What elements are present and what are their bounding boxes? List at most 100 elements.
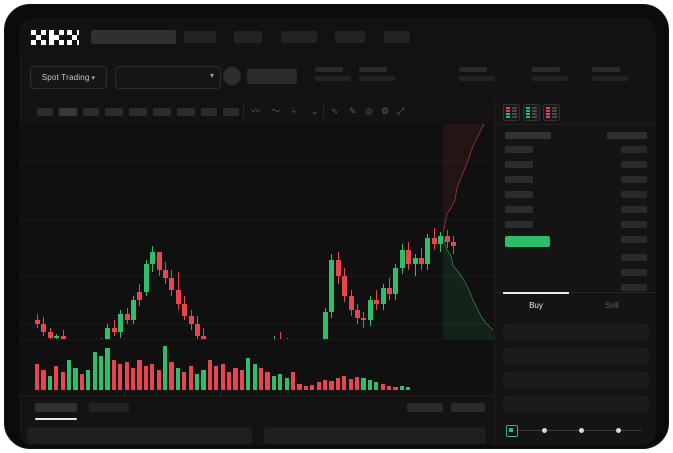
nav-item-2[interactable]	[234, 31, 263, 43]
slider-track	[510, 429, 642, 431]
candle-body	[342, 276, 348, 296]
bottom-card-right[interactable]	[264, 427, 486, 444]
candle-body	[60, 336, 66, 339]
volume-bar	[156, 370, 161, 390]
volume-bar	[329, 381, 334, 390]
ruler-icon[interactable]: ✎	[349, 106, 357, 116]
timeframe-chip-4[interactable]	[105, 108, 123, 116]
candle-body	[444, 236, 450, 242]
nav-item-1[interactable]	[184, 31, 216, 43]
candle-body	[387, 288, 392, 294]
fullscreen-icon[interactable]: ⤢	[397, 106, 405, 116]
timeframe-chip-3[interactable]	[83, 108, 99, 116]
timeframe-chip-9[interactable]	[223, 108, 239, 116]
compare-icon[interactable]: ⑃	[291, 106, 297, 116]
candle-body	[35, 320, 40, 324]
volume-bar	[316, 382, 321, 390]
candle-body	[335, 260, 341, 276]
price-field[interactable]	[503, 324, 649, 341]
orderbook-mode-bids[interactable]	[523, 104, 540, 121]
volume-bar	[387, 386, 392, 390]
candle-body	[323, 312, 328, 339]
total-field[interactable]	[503, 372, 649, 389]
timeframe-chip-8[interactable]	[201, 108, 217, 116]
volume-bar	[124, 362, 129, 390]
settings-gear-icon[interactable]: ⚙	[381, 106, 390, 116]
candle-body	[393, 268, 399, 294]
orderbook-row-amount	[621, 254, 647, 261]
available-field[interactable]	[503, 396, 649, 413]
bottom-card-left[interactable]	[27, 427, 252, 444]
volume-bar	[99, 356, 104, 390]
okx-logo-icon[interactable]	[31, 30, 79, 45]
candle-wick	[273, 336, 275, 339]
tab-order-history[interactable]	[89, 403, 129, 412]
candle-body	[419, 258, 424, 264]
candle-body	[374, 300, 380, 304]
market-type-dropdown[interactable]: Spot Trading ▾	[30, 66, 107, 89]
pair-select-dropdown[interactable]: ▾	[115, 66, 221, 89]
timeframe-chip-1[interactable]	[37, 108, 53, 116]
settings-chevron-icon[interactable]: ⌄	[311, 106, 319, 116]
volume-bar	[271, 376, 276, 390]
ticker-stat	[532, 67, 568, 81]
volume-bar	[367, 380, 372, 390]
trade-side-tabs: Buy Sell	[495, 292, 656, 319]
tab-buy[interactable]: Buy	[529, 301, 543, 310]
ticker-stat	[359, 67, 395, 81]
slider-stop-50[interactable]	[579, 427, 584, 433]
volume-bar	[252, 364, 257, 390]
candle-body	[163, 270, 168, 278]
nav-item-3[interactable]	[280, 31, 317, 43]
indicators-icon[interactable]: 〰	[251, 106, 261, 116]
candle-body	[137, 292, 143, 300]
orderbook-mode-both[interactable]	[503, 104, 520, 121]
volume-bar	[67, 360, 72, 390]
bottom-action-1[interactable]	[407, 403, 443, 412]
volume-bar	[374, 382, 379, 390]
timeframe-chip-7[interactable]	[177, 108, 195, 116]
orders-tab-bar	[19, 395, 494, 426]
amount-percent-slider[interactable]	[506, 423, 646, 437]
volume-bar	[335, 378, 340, 390]
tab-open-orders[interactable]	[35, 403, 77, 412]
nav-item-4[interactable]	[335, 31, 366, 43]
volume-bar	[278, 374, 283, 390]
bottom-action-2[interactable]	[451, 403, 485, 412]
volume-bar	[73, 368, 78, 390]
orderbook-row-amount	[621, 161, 647, 168]
market-type-label: Spot Trading	[41, 73, 90, 82]
candle-body	[111, 328, 117, 332]
amount-field[interactable]	[503, 348, 649, 365]
orderbook-header-left	[505, 132, 551, 139]
orderbook-row-amount	[621, 284, 647, 291]
timeframe-chip-5[interactable]	[129, 108, 147, 116]
slider-stop-75[interactable]	[616, 427, 621, 433]
candlestick-chart[interactable]	[19, 124, 494, 339]
tab-sell[interactable]: Sell	[605, 301, 619, 310]
orderbook-row-amount	[621, 221, 647, 228]
candle-wick	[363, 312, 365, 328]
active-tab-underline	[503, 292, 569, 294]
candle-wick	[101, 338, 102, 339]
timeframe-chip-2[interactable]	[59, 108, 77, 116]
candle-wick	[62, 330, 64, 339]
volume-bar	[220, 364, 225, 390]
volume-bar	[207, 360, 212, 390]
timeframe-chip-6[interactable]	[153, 108, 171, 116]
nav-item-5[interactable]	[383, 31, 410, 43]
search-input[interactable]	[91, 30, 176, 44]
candle-body	[105, 328, 111, 339]
volume-bar	[175, 368, 180, 390]
orderbook-row-amount	[621, 176, 647, 183]
orderbook-mode-asks[interactable]	[543, 104, 560, 121]
camera-icon[interactable]: ◎	[365, 106, 373, 116]
line-tool-icon[interactable]: ∿	[331, 106, 339, 116]
volume-bar	[393, 387, 398, 390]
volume-bar	[169, 362, 174, 390]
slider-stop-25[interactable]	[542, 427, 547, 433]
volume-bar	[60, 372, 65, 390]
slider-handle[interactable]	[506, 425, 518, 437]
orderbook-row-amount	[621, 269, 647, 276]
chart-type-icon[interactable]: 〜	[271, 106, 281, 116]
